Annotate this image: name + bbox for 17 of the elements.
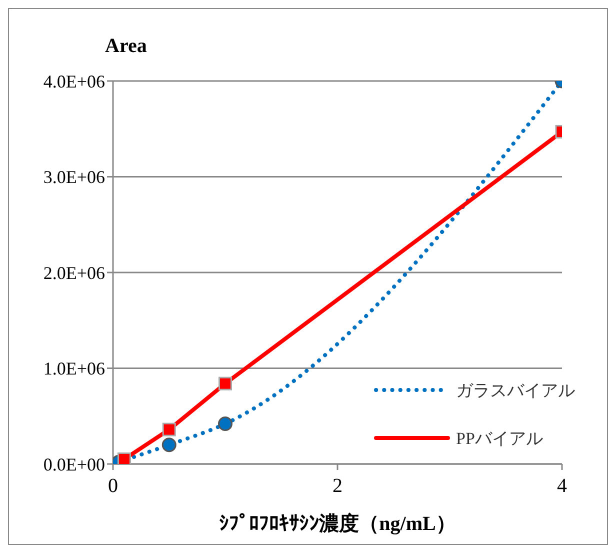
y-tick-label: 2.0E+06 <box>43 262 105 283</box>
legend-label: PPバイアル <box>456 428 543 450</box>
x-tick-label: 0 <box>108 475 118 498</box>
y-tick-label: 0.0E+00 <box>43 454 105 474</box>
y-tick-label: 4.0E+06 <box>43 71 105 92</box>
y-tick-label: 3.0E+06 <box>43 167 105 188</box>
point <box>218 416 232 432</box>
x-tick-label: 4 <box>557 475 567 498</box>
x-tick-label: 2 <box>332 475 342 498</box>
point <box>162 422 176 436</box>
x-axis-title: ｼﾌﾟﾛﾌﾛｷｻｼﾝ濃度（ng/mL） <box>219 512 456 535</box>
y-axis-title: Area <box>105 35 147 58</box>
y-tick-label: 1.0E+06 <box>43 358 105 379</box>
legend-label: ガラスバイアル <box>456 380 575 402</box>
point <box>117 452 131 464</box>
point <box>218 376 232 390</box>
point <box>162 438 176 452</box>
